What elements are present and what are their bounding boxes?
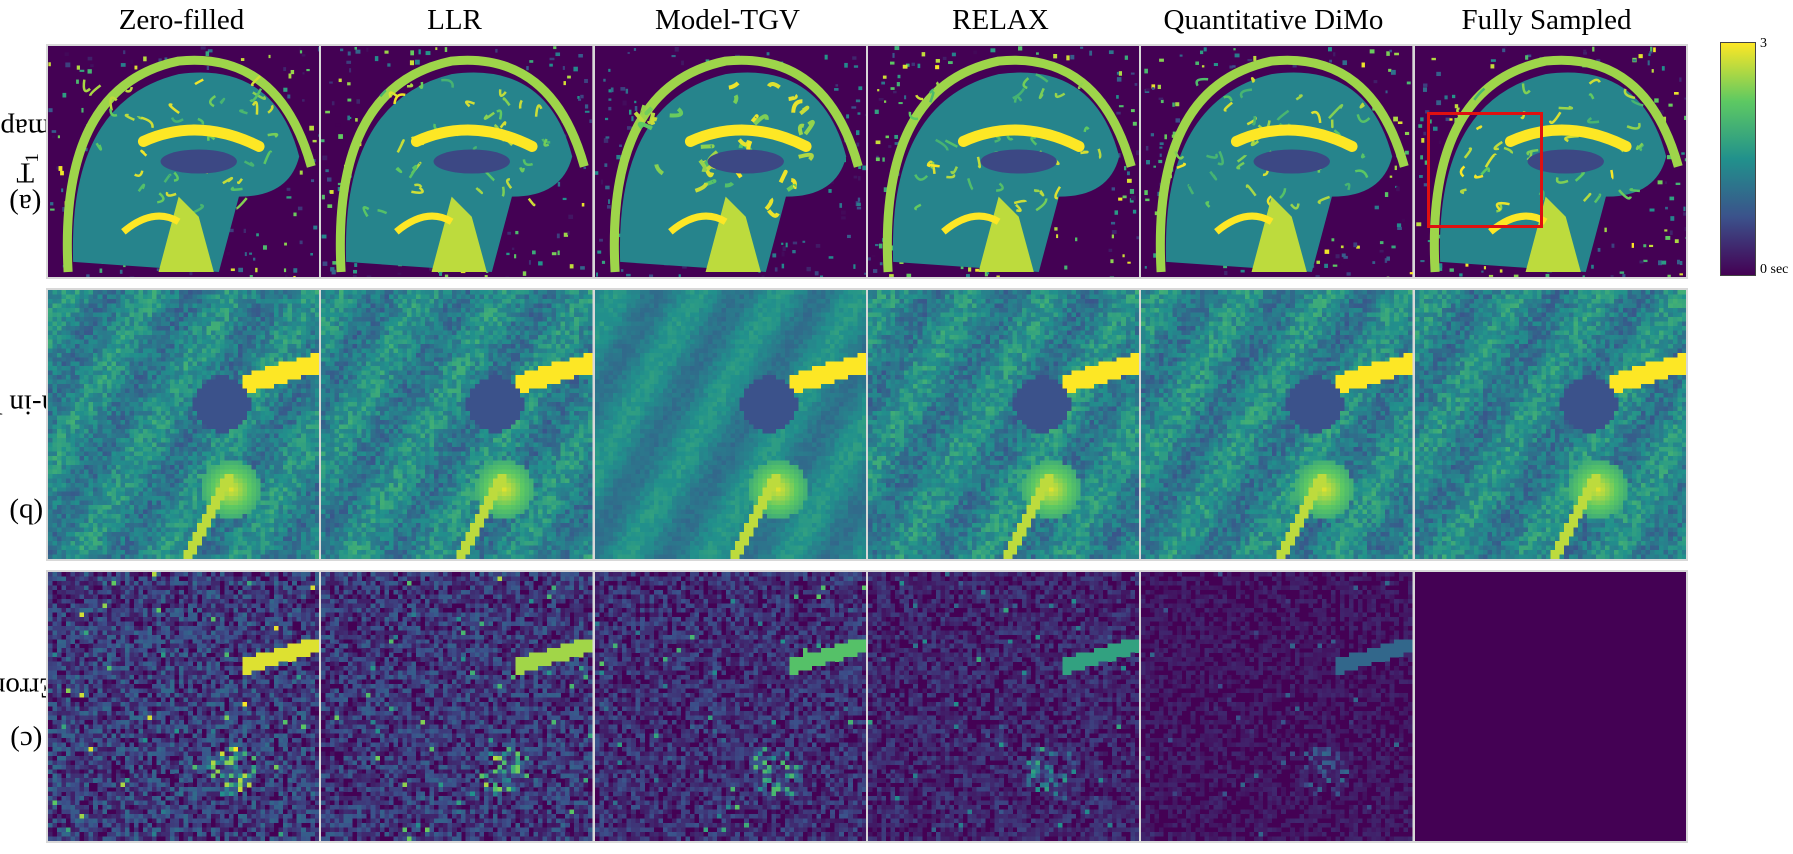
error-quantitative-dimo xyxy=(1141,572,1413,841)
t1-map-quantitative-dimo xyxy=(1141,46,1413,277)
column-title-quantitative-dimo: Quantitative DiMo xyxy=(1138,2,1409,38)
column-title-model-tgv: Model-TGV xyxy=(592,2,863,38)
row-label-t1-map: (a) T1 map xyxy=(0,44,50,279)
row-label-error: (c) Error xyxy=(0,570,57,843)
t1-map-row xyxy=(46,44,1688,279)
column-title-llr: LLR xyxy=(319,2,590,38)
t1-map-relax xyxy=(867,46,1140,277)
row-label-zoom-in-view: (b) Zoom-in View xyxy=(0,288,111,561)
t1-map-fully-sampled xyxy=(1414,46,1686,277)
column-title-fully-sampled: Fully Sampled xyxy=(1411,2,1682,38)
zoom-in-row xyxy=(46,288,1688,561)
colorbar-max-label: 3 xyxy=(1760,36,1767,52)
zoom-zero-filled xyxy=(48,290,320,559)
error-row xyxy=(46,570,1688,843)
zoom-fully-sampled xyxy=(1414,290,1686,559)
colorbar-min-label: 0 sec xyxy=(1760,262,1788,278)
t1-map-model-tgv xyxy=(594,46,866,277)
column-title-zero-filled: Zero-filled xyxy=(46,2,317,38)
error-zero-filled xyxy=(48,572,320,841)
zoom-llr xyxy=(321,290,593,559)
error-llr xyxy=(321,572,593,841)
zoom-model-tgv xyxy=(594,290,866,559)
column-title-relax: RELAX xyxy=(865,2,1136,38)
t1-map-zero-filled xyxy=(48,46,320,277)
error-fully-sampled xyxy=(1414,572,1686,841)
colorbar xyxy=(1720,42,1756,276)
error-relax xyxy=(867,572,1140,841)
t1-map-llr xyxy=(321,46,593,277)
zoom-relax xyxy=(867,290,1140,559)
zoom-quantitative-dimo xyxy=(1141,290,1413,559)
error-model-tgv xyxy=(594,572,866,841)
